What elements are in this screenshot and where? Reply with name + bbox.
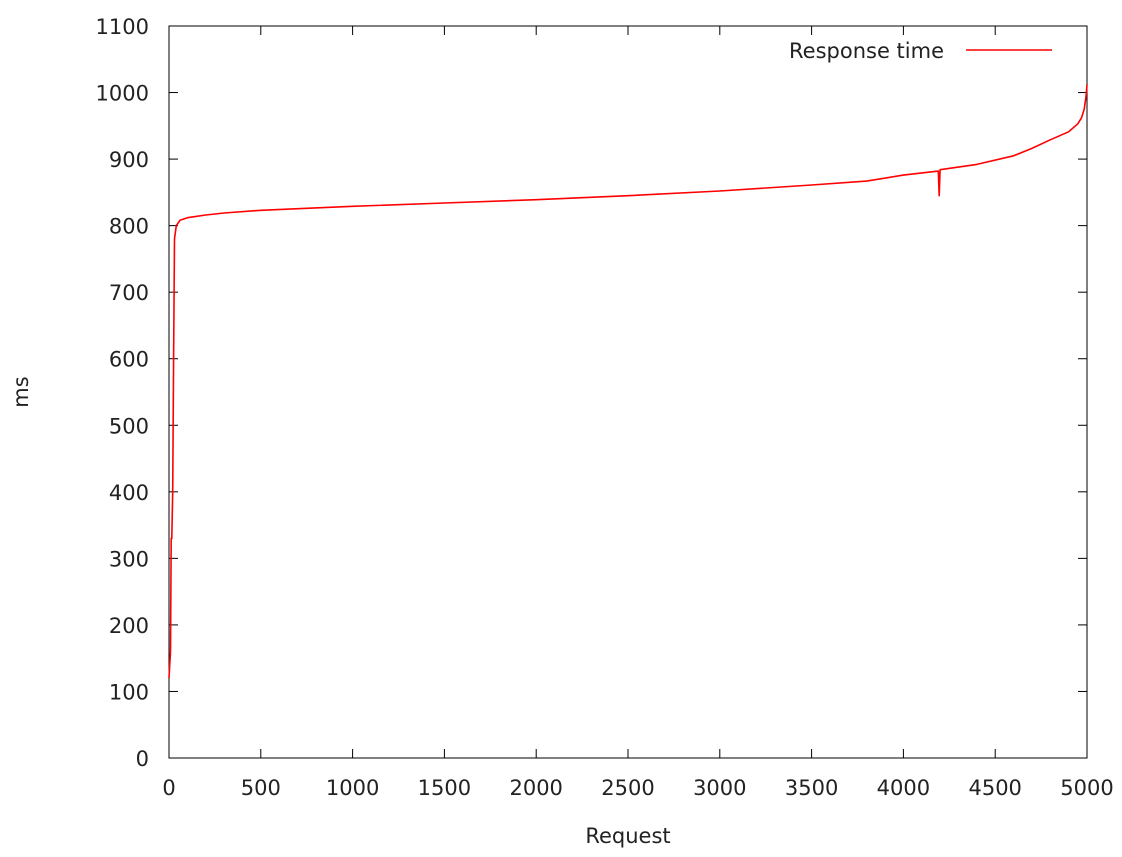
x-axis-title: Request: [585, 824, 670, 848]
series-line-response-time: [168, 84, 1088, 679]
y-tick-label: 800: [109, 215, 149, 239]
x-tick-label: 2500: [601, 776, 654, 800]
y-tick-label: 200: [109, 614, 149, 638]
y-tick-label: 600: [109, 348, 149, 372]
legend: Response time: [789, 39, 1052, 63]
x-tick-label: 4500: [968, 776, 1021, 800]
y-tick-label: 500: [109, 414, 149, 438]
series-group: [168, 84, 1088, 679]
x-tick-label: 2000: [509, 776, 562, 800]
y-tick-label: 1100: [96, 15, 149, 39]
x-tick-label: 500: [241, 776, 281, 800]
axis-tick-labels: 0 500 1000 1500 2000 2500 3000 3500 4000 4500 5000…: [96, 15, 1114, 800]
x-tick-label: 3000: [693, 776, 746, 800]
legend-label-response-time: Response time: [789, 39, 944, 63]
x-tick-label: 4000: [877, 776, 930, 800]
y-tick-label: 0: [136, 747, 149, 771]
y-tick-label: 1000: [96, 82, 149, 106]
y-axis-title: ms: [9, 376, 33, 407]
y-tick-label: 700: [109, 281, 149, 305]
x-tick-label: 3500: [785, 776, 838, 800]
y-tick-label: 300: [109, 547, 149, 571]
x-tick-label: 0: [162, 776, 175, 800]
x-tick-label: 1500: [418, 776, 471, 800]
axis-ticks: [168, 25, 1088, 759]
y-tick-label: 100: [109, 680, 149, 704]
plot-frame: [168, 25, 1088, 759]
x-tick-label: 1000: [326, 776, 379, 800]
x-tick-label: 5000: [1060, 776, 1113, 800]
y-tick-label: 900: [109, 148, 149, 172]
y-tick-label: 400: [109, 481, 149, 505]
